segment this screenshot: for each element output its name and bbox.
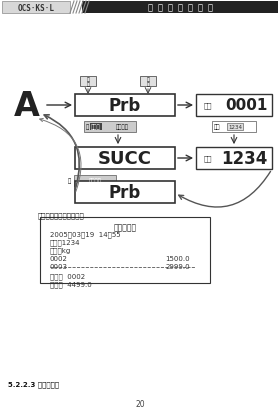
- Text: 2999.0: 2999.0: [165, 263, 190, 269]
- FancyBboxPatch shape: [75, 95, 175, 117]
- FancyBboxPatch shape: [75, 182, 175, 204]
- Text: 打印清单: 打印清单: [116, 124, 129, 130]
- FancyBboxPatch shape: [74, 176, 116, 187]
- FancyBboxPatch shape: [82, 2, 278, 14]
- FancyBboxPatch shape: [40, 218, 210, 283]
- Text: 关机取消: 关机取消: [88, 178, 101, 184]
- Text: 5.2.2.3 按日期打印: 5.2.2.3 按日期打印: [8, 380, 59, 387]
- Text: 按
键: 按 键: [146, 76, 150, 87]
- FancyArrowPatch shape: [44, 116, 79, 188]
- Text: SUCC: SUCC: [98, 150, 152, 168]
- FancyBboxPatch shape: [196, 147, 272, 170]
- FancyArrowPatch shape: [40, 119, 81, 192]
- Text: 1500.0: 1500.0: [165, 255, 190, 261]
- Text: Prb: Prb: [109, 183, 141, 202]
- FancyBboxPatch shape: [80, 77, 96, 87]
- FancyBboxPatch shape: [140, 77, 156, 87]
- Text: 输入: 输入: [214, 124, 221, 130]
- Text: Prb: Prb: [109, 97, 141, 115]
- Text: 按: 按: [86, 124, 89, 130]
- Text: 按编号打印累计单如下：: 按编号打印累计单如下：: [38, 211, 85, 218]
- Text: OCS·KS·L: OCS·KS·L: [17, 3, 55, 12]
- FancyBboxPatch shape: [2, 2, 70, 14]
- Text: 累计计量单: 累计计量单: [113, 223, 137, 231]
- Text: 确认键: 确认键: [91, 124, 101, 130]
- Text: 单位：kg: 单位：kg: [50, 247, 71, 254]
- Text: 累计：  4499.0: 累计： 4499.0: [50, 280, 92, 287]
- Text: 编号：1234: 编号：1234: [50, 239, 81, 245]
- FancyBboxPatch shape: [196, 95, 272, 117]
- Text: 2005年03月19  14：55: 2005年03月19 14：55: [50, 230, 121, 237]
- Text: 1234: 1234: [228, 125, 242, 130]
- Text: 0003: 0003: [50, 263, 68, 269]
- Text: 0002: 0002: [50, 255, 68, 261]
- Text: 次数：  0002: 次数： 0002: [50, 272, 85, 279]
- FancyBboxPatch shape: [75, 147, 175, 170]
- Text: 0001: 0001: [226, 98, 268, 113]
- Text: 无 线 数 传 式 吸 秤: 无 线 数 传 式 吸 秤: [148, 3, 213, 12]
- FancyBboxPatch shape: [84, 122, 136, 133]
- FancyBboxPatch shape: [212, 122, 256, 133]
- Text: 1234: 1234: [222, 150, 268, 168]
- Text: 按
键: 按 键: [87, 76, 89, 87]
- Text: 编号: 编号: [204, 155, 213, 162]
- Text: 20: 20: [135, 399, 145, 408]
- Text: 按: 按: [68, 178, 71, 183]
- FancyArrowPatch shape: [179, 172, 270, 208]
- Text: A: A: [14, 89, 40, 122]
- Text: 编号: 编号: [204, 102, 213, 109]
